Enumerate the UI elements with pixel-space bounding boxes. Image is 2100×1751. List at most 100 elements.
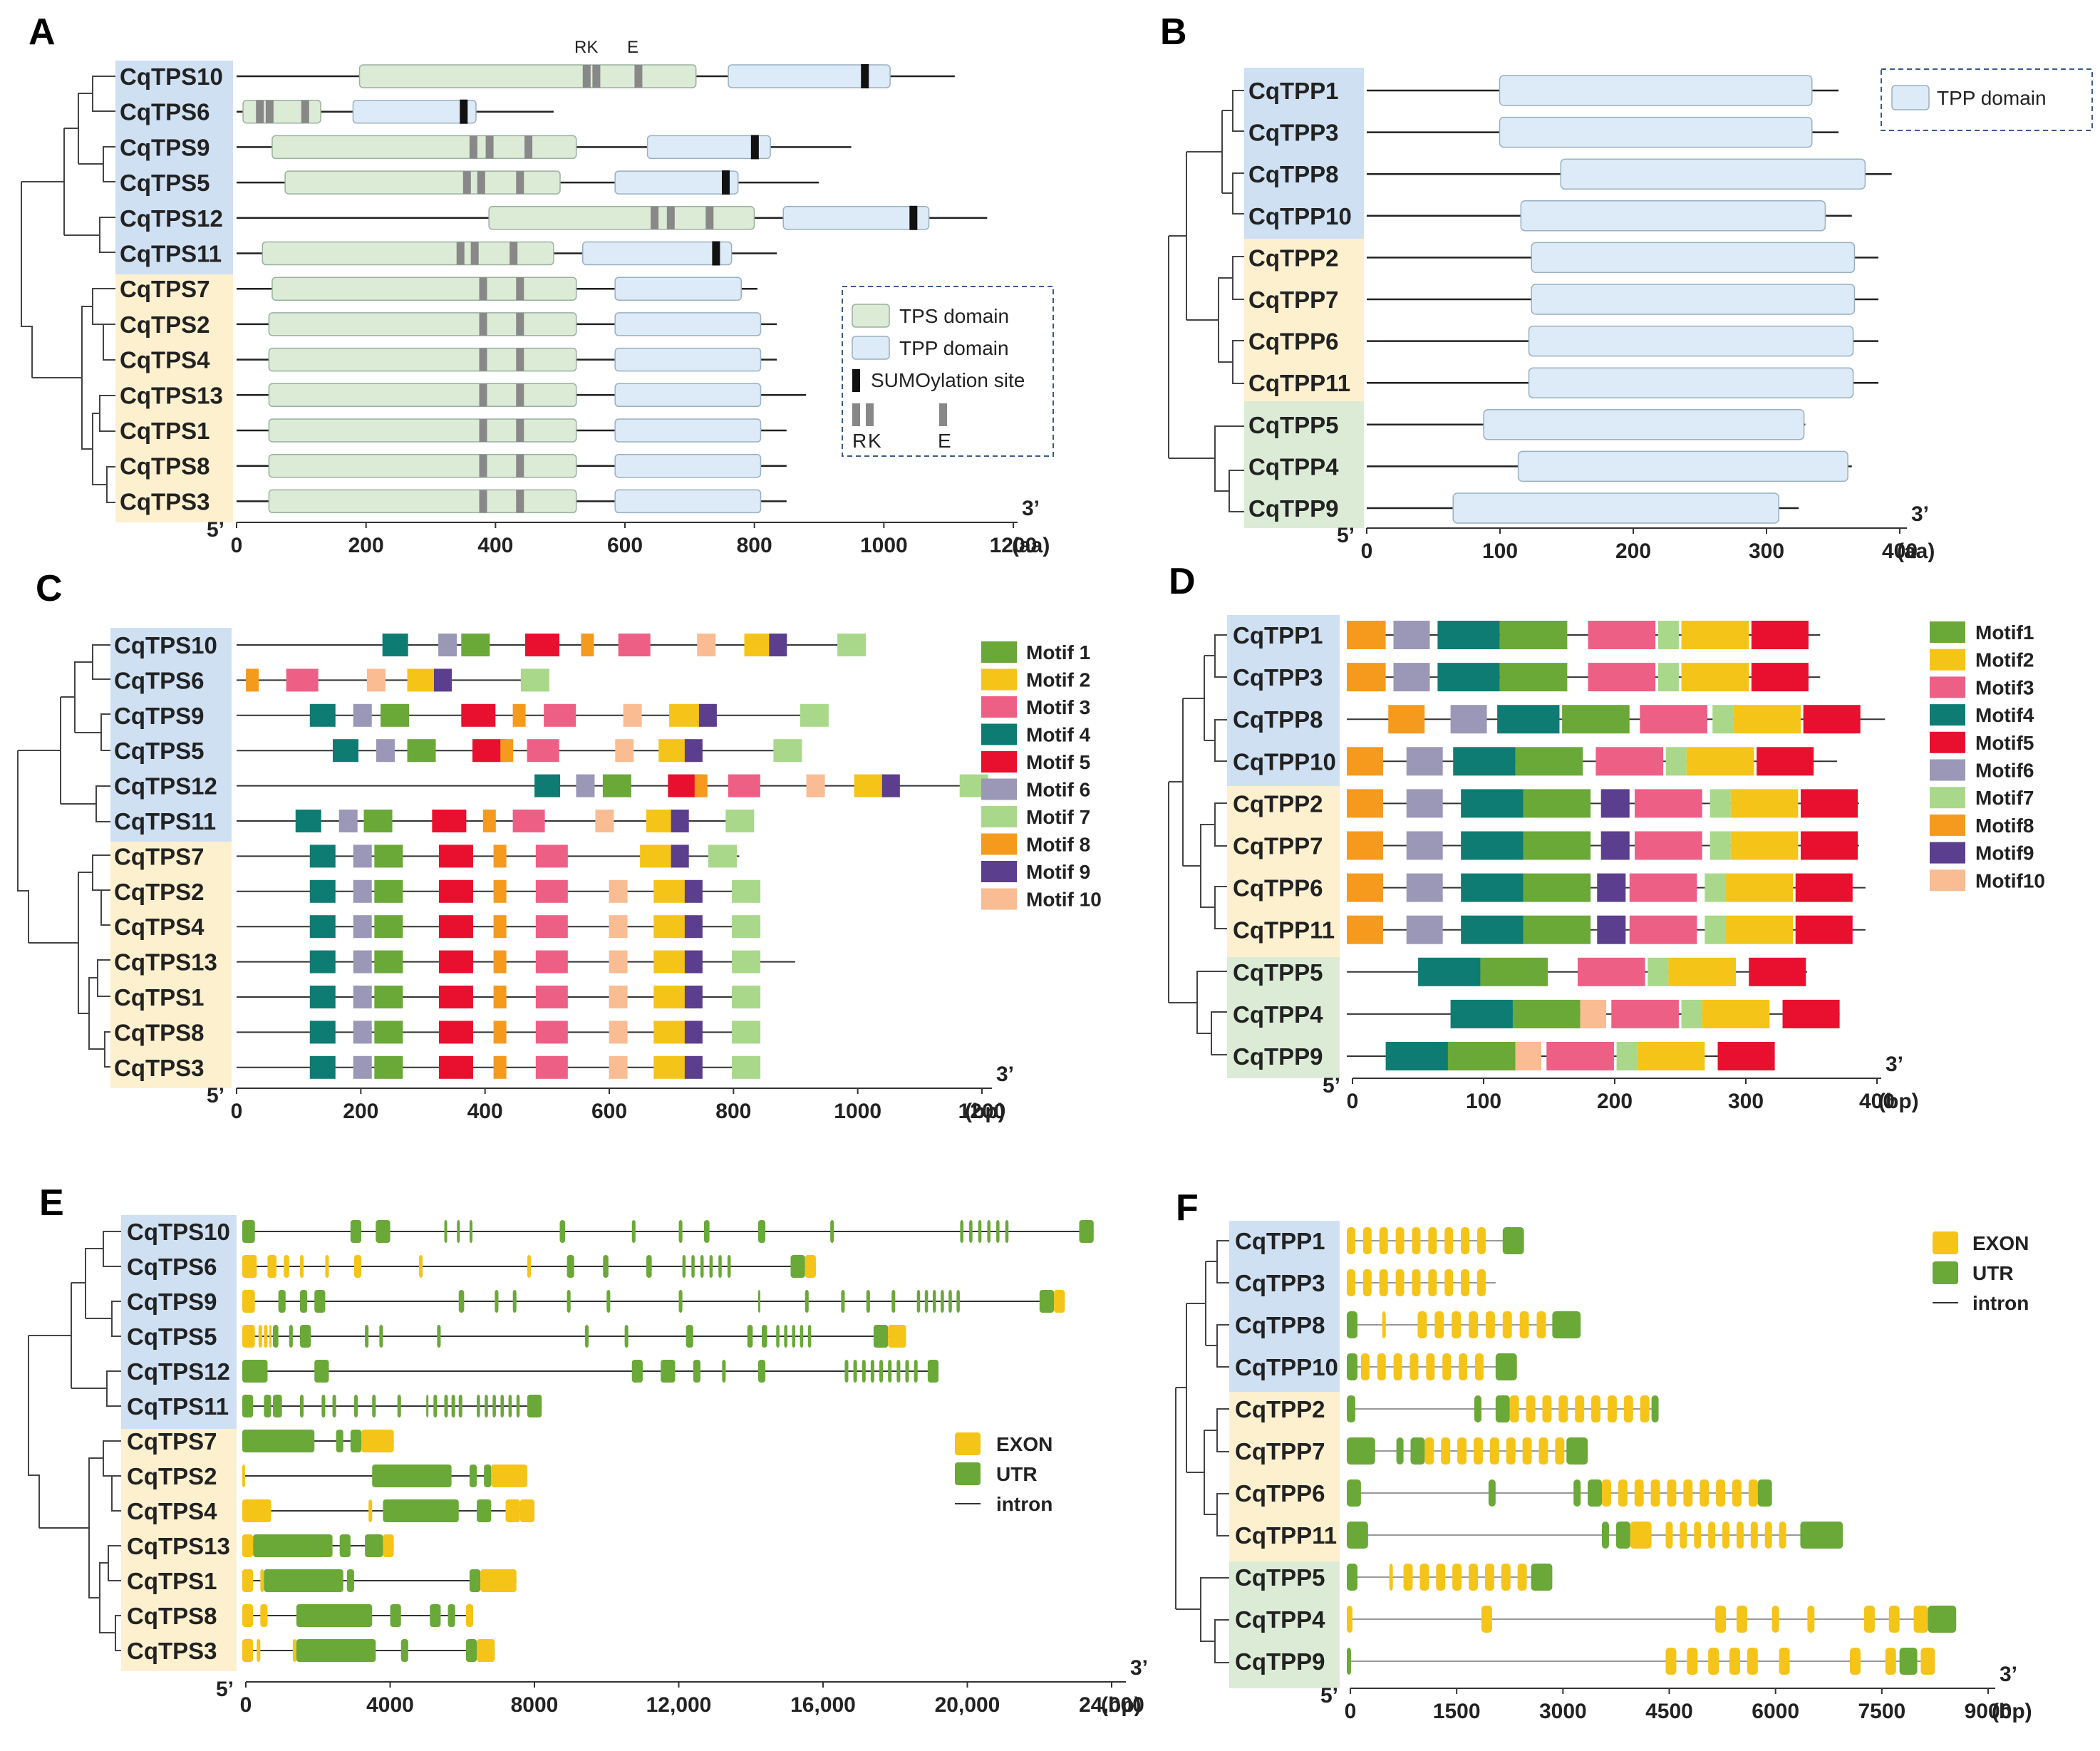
gene-label: CqTPS9 [120, 134, 210, 160]
motif-1-box [1499, 621, 1568, 649]
motif-1-box [374, 1055, 403, 1079]
exon-block [242, 1290, 255, 1313]
legend-tpp-domain: TPP domain [1937, 87, 2047, 109]
exon-block [1607, 1395, 1617, 1422]
exon-block [1640, 1395, 1650, 1422]
three-prime-label: 3’ [1130, 1656, 1148, 1680]
utr-block [1347, 1522, 1368, 1549]
utr-block [242, 1220, 255, 1243]
exon-block [1362, 1269, 1372, 1296]
utr-block [862, 1360, 866, 1383]
motif-5-box [1803, 705, 1861, 734]
motif-8-box [493, 986, 507, 1008]
legend-motif: Motif 9 [1026, 861, 1090, 883]
group-box-yellow [115, 274, 233, 522]
motif-3-box [1611, 999, 1679, 1028]
motif-4-box [1437, 663, 1500, 692]
exon-block [1667, 1479, 1677, 1507]
catalytic-motif [516, 312, 524, 336]
axis-tick-label: 4000 [366, 1693, 414, 1717]
motif-9-box [698, 703, 717, 727]
utr-block [762, 1325, 767, 1348]
motif-8-box [493, 844, 507, 868]
exon-block [1750, 1522, 1758, 1549]
axis-tick-label: 1000 [834, 1100, 881, 1123]
motif-8-box [493, 879, 507, 903]
motif-3-box [618, 634, 651, 656]
gene-label: CqTPS11 [120, 241, 222, 267]
motif-6-box [1406, 831, 1443, 860]
exon-block [1428, 1227, 1437, 1254]
motif-1-box [1523, 789, 1591, 818]
axis-tick-label: 800 [715, 1100, 751, 1123]
exon-block [1683, 1479, 1693, 1507]
axis-tick-label: 200 [348, 534, 384, 557]
utr-block [397, 1395, 401, 1417]
panel-label-a: A [29, 11, 56, 53]
motif-10-box [609, 1055, 628, 1079]
exon-block [1054, 1290, 1065, 1313]
motif-9-box [1600, 831, 1630, 860]
utr-block [444, 1220, 448, 1243]
axis-tick-label: 1200 [958, 1100, 1006, 1123]
exon-block [242, 1569, 254, 1592]
exon-block [1618, 1479, 1628, 1507]
exon-block [1382, 1311, 1386, 1338]
motif-5-box [525, 634, 560, 656]
utr-block [477, 1395, 480, 1417]
tps-domain [268, 418, 577, 443]
catalytic-motif [301, 100, 309, 123]
motif-9-box [433, 668, 452, 692]
axis-tick-label: 200 [343, 1100, 378, 1123]
catalytic-motif [516, 383, 524, 407]
motif-4-box [309, 1055, 336, 1079]
exon-block [1377, 1353, 1386, 1380]
sumoylation-site [722, 170, 730, 195]
five-prime-label: 5’ [1323, 1074, 1340, 1097]
gene-label: CqTPS6 [127, 1254, 217, 1280]
motif-3-box [535, 915, 568, 939]
exon-block [242, 1534, 254, 1557]
exon-block [805, 1255, 816, 1278]
utr-block [390, 1604, 401, 1627]
utr-block [866, 1290, 870, 1313]
axis-tick-label: 0 [1347, 1090, 1359, 1113]
motif-1-box [1523, 915, 1591, 944]
utr-block [278, 1290, 286, 1313]
axis-unit: (bp) [965, 1100, 1005, 1123]
motif-2-box [1681, 621, 1749, 649]
motif-4-box [534, 774, 561, 797]
legend-motif: Motif3 [1975, 676, 2034, 698]
exon-block [1506, 1437, 1516, 1465]
tps-domain [271, 277, 577, 301]
five-prime-label: 5’ [1337, 524, 1355, 547]
motif-4-box [309, 1021, 336, 1044]
utr-block [559, 1220, 566, 1243]
gene-label: CqTPS5 [127, 1323, 217, 1350]
utr-block [1347, 1437, 1375, 1465]
catalytic-motif [479, 454, 487, 477]
exon-block [1457, 1437, 1467, 1465]
motif-4-box [309, 950, 336, 973]
utr-block [426, 1395, 429, 1417]
catalytic-motif [479, 312, 487, 336]
utr-block [784, 1325, 787, 1348]
exon-block [1680, 1522, 1687, 1549]
exon-block [1555, 1437, 1565, 1465]
legend-c: Motif 1 Motif 2 Motif 3 Motif 4 Motif 5 Motif… [981, 641, 1102, 911]
gene-label: CqTPS1 [120, 418, 210, 444]
utr-block [300, 1395, 304, 1417]
gene-label: CqTPP4 [1235, 1606, 1325, 1633]
exon-block [1461, 1269, 1470, 1296]
gene-label: CqTPP2 [1235, 1396, 1325, 1422]
utr-block [1347, 1353, 1357, 1380]
legend-motif: Motif 1 [1026, 641, 1090, 663]
exon-block [1771, 1606, 1779, 1633]
exon-block [361, 1430, 394, 1452]
axis-tick-label: 4500 [1645, 1700, 1693, 1723]
motif-5-box [1795, 915, 1853, 944]
utr-block [469, 1465, 477, 1487]
legend-k: K [868, 430, 881, 452]
motif-4-box [1461, 831, 1524, 860]
tpp-domain [614, 347, 762, 372]
